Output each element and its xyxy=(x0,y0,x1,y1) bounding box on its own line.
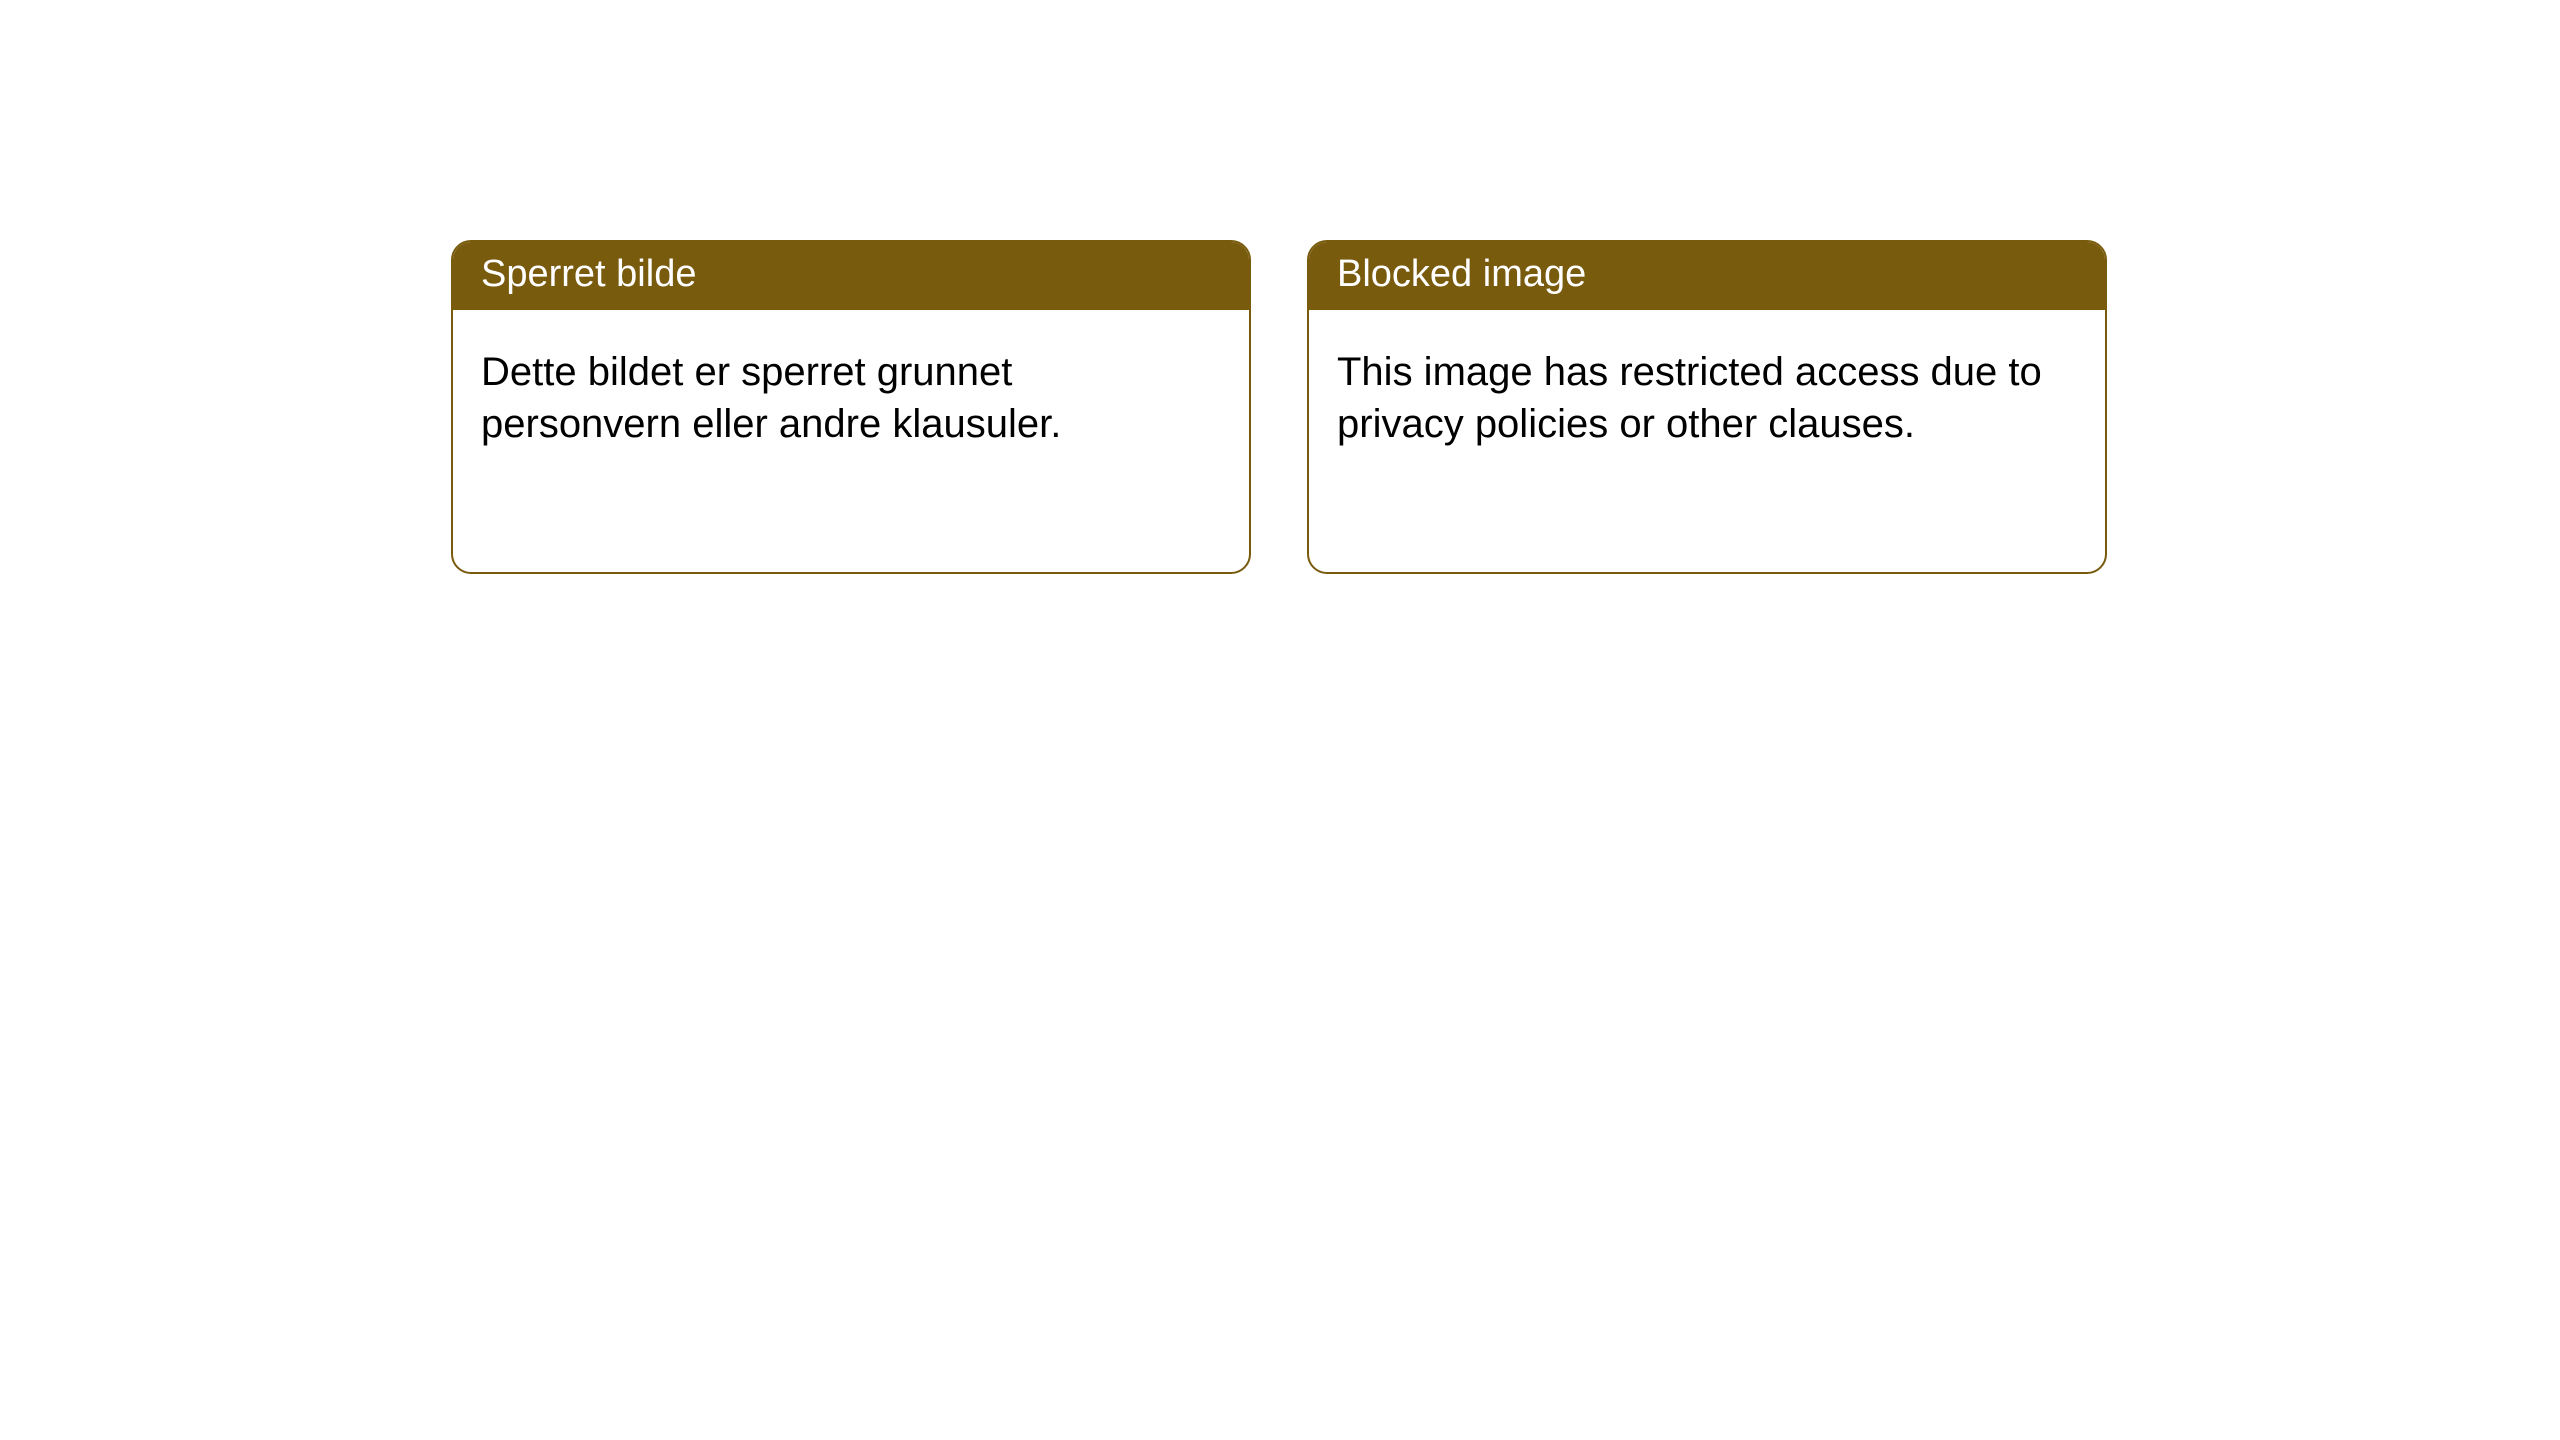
panel-title: Blocked image xyxy=(1309,242,2105,310)
panel-body-text: Dette bildet er sperret grunnet personve… xyxy=(453,310,1249,486)
notice-panel-norwegian: Sperret bilde Dette bildet er sperret gr… xyxy=(451,240,1251,574)
panel-body-text: This image has restricted access due to … xyxy=(1309,310,2105,486)
notice-container: Sperret bilde Dette bildet er sperret gr… xyxy=(0,0,2560,574)
notice-panel-english: Blocked image This image has restricted … xyxy=(1307,240,2107,574)
panel-title: Sperret bilde xyxy=(453,242,1249,310)
